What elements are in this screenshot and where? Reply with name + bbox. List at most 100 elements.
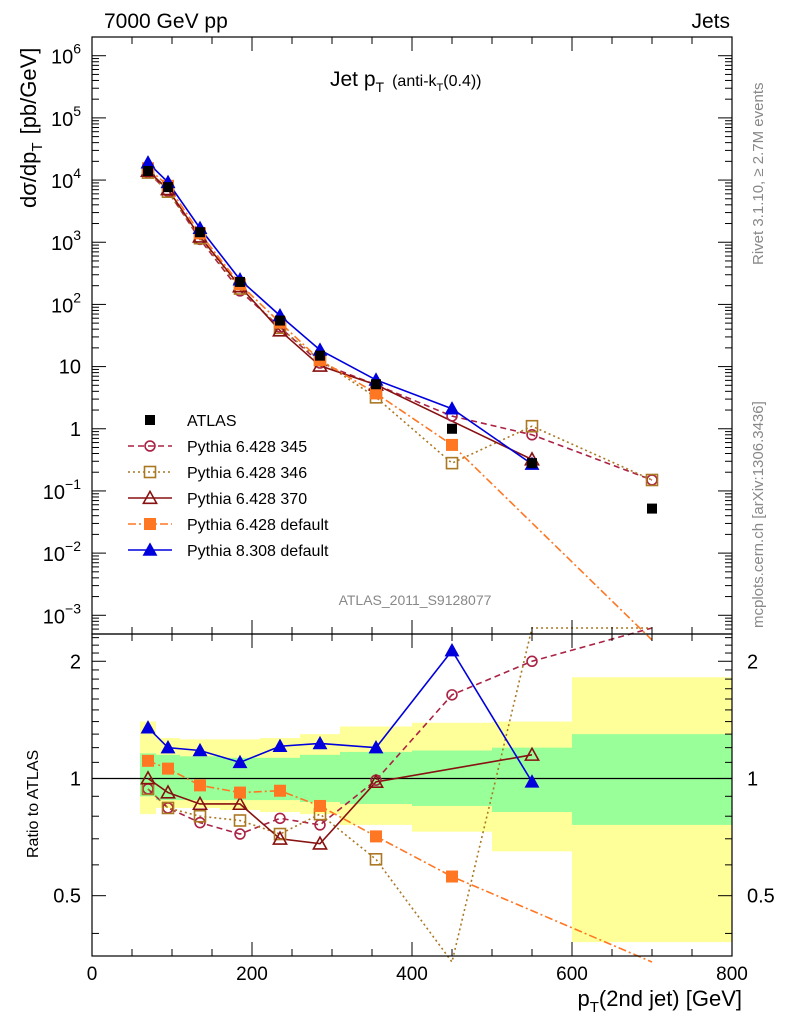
atlas-data-point [447,423,457,434]
legend-marker [142,542,158,556]
y-axis-label: dσ/dpT [pb/GeV] [16,48,46,208]
legend: ATLAS Pythia 6.428 345 Pythia 6.428 346 Pyt… [128,413,329,560]
ratio-uncertainty-bands [140,677,732,943]
series-line-ratio [147,627,652,964]
axis-ticks: 0 200 400 600 80010610510410310210110−110−21… [43,36,775,985]
ratio-tick-label-right: 1 [747,768,758,790]
series-point-ratio [140,720,156,734]
y-tick-label: 10−2 [43,538,81,566]
x-tick-label: 0 [87,964,98,985]
series-point-main [526,429,538,441]
header-left: 7000 GeV pp [104,10,228,33]
y-tick-base: 10 [51,233,73,255]
series-point-ratio [369,853,383,866]
series-point-main [645,473,659,487]
series-point-ratio [446,870,458,883]
atlas-data-point [163,182,173,193]
series-point-ratio [232,795,248,811]
series-point-ratio [194,816,206,829]
series-point-ratio [232,754,248,769]
analysis-watermark: ATLAS_2011_S9128077 [339,592,492,608]
y-label-main: dσ/dp [16,152,41,208]
series-point-ratio [233,814,247,827]
series-point-ratio [160,740,176,754]
series-point-main [445,456,459,470]
title-sub: T [376,79,385,95]
series-point-ratio [193,809,207,823]
series-point-main [370,387,382,400]
legend-marker [142,489,158,505]
legend-label: Pythia 6.428 345 [187,439,307,456]
series-point-ratio [192,795,208,811]
series-point-ratio [234,828,246,840]
series-line-ratio [147,760,653,963]
x-label-main: p [578,986,590,1011]
series-point-ratio [272,738,288,753]
series-point-ratio [370,830,382,843]
legend-marker [143,465,157,479]
x-tick-label: 600 [556,964,588,985]
legend-marker [144,518,156,530]
x-tick-label: 800 [716,964,748,985]
legend-marker [144,440,156,452]
y-tick-label: 102 [51,289,81,317]
series-line-main [147,171,653,481]
atlas-data-point [235,276,245,287]
y-tick-label: 10−3 [43,600,81,628]
y-tick-exponent: 3 [73,227,81,243]
series-point-ratio [524,746,540,761]
y-tick-exponent: −2 [65,538,81,554]
series-point-ratio [446,689,458,701]
x-label-sub: T [590,999,599,1016]
series-point-main [525,419,539,433]
title-paren-sub: T [437,82,444,94]
y-tick-label: 103 [51,227,81,255]
series-point-main [272,322,288,337]
series-point-ratio [524,774,540,788]
atlas-data-point [143,165,153,176]
y-tick-exponent: −3 [65,600,81,616]
series-point-ratio [274,812,286,825]
legend-atlas-marker [145,415,155,425]
series-point-ratio [368,740,384,754]
series-point-main [446,438,458,451]
series-point-main [444,401,460,415]
y-tick-base: 10 [51,109,73,131]
y-tick-base: 10 [51,47,73,69]
y-tick-exponent: 2 [73,289,81,305]
title-paren-close: (0.4)) [443,73,481,90]
series-point-ratio [312,735,328,750]
y-tick-exponent: 4 [73,165,81,181]
y-tick-label: 106 [51,41,81,69]
legend-label: Pythia 6.428 default [187,517,329,534]
ratio-tick-label-right: 0.5 [747,886,775,908]
legend-label: Pythia 8.308 default [187,543,329,560]
series-markers [140,155,659,883]
y-label-sub: T [29,142,46,151]
atlas-data-point [195,227,205,238]
legend-label: Pythia 6.428 370 [187,491,307,508]
ratio-tick-label-left: 2 [70,651,81,673]
header-right: Jets [691,10,730,33]
series-line-main [147,171,653,481]
series-point-ratio [274,784,286,797]
inner-band-bin [572,734,732,825]
y-tick-label: 1 [70,419,81,441]
mcplots-label: mcplots.cern.ch [arXiv:1306.3436] [750,401,767,628]
series-point-ratio [192,742,208,757]
y-tick-base: 10 [51,171,73,193]
y-tick-label: 10 [59,357,81,379]
series-point-ratio [162,762,174,775]
legend-label: ATLAS [187,413,237,430]
y-tick-base: 10 [43,606,65,628]
series-point-ratio [526,655,538,668]
series-line-main [147,167,653,641]
series-point-ratio [234,786,246,799]
x-axis-label: pT(2nd jet) [GeV] [578,986,743,1016]
y-label-unit: [pb/GeV] [16,48,41,135]
series-point-ratio [444,642,460,657]
ratio-axis-label: Ratio to ATLAS [25,750,42,858]
legend-label: Pythia 6.428 346 [187,465,307,482]
series-point-ratio [273,827,287,841]
y-tick-exponent: 6 [73,41,81,57]
